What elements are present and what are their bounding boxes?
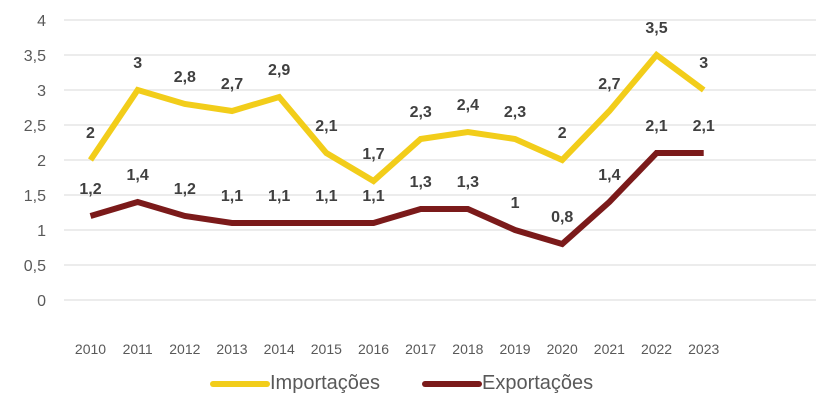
data-label: 1,1	[315, 188, 337, 205]
y-tick-label: 1	[37, 223, 46, 240]
data-label: 2,4	[457, 97, 479, 114]
y-tick-label: 4	[37, 13, 46, 30]
data-label: 3	[699, 55, 708, 72]
series-lines	[88, 50, 706, 248]
data-label: 2,1	[315, 118, 337, 135]
data-label: 2	[558, 125, 567, 142]
y-tick-label: 3	[37, 83, 46, 100]
data-label: 3	[133, 55, 142, 72]
x-tick-label: 2020	[547, 341, 578, 357]
data-label: 2,1	[693, 118, 715, 135]
data-label: 1,7	[362, 146, 384, 163]
y-tick-label: 1,5	[24, 188, 46, 205]
data-label: 2,1	[645, 118, 667, 135]
x-tick-label: 2016	[358, 341, 389, 357]
data-label: 1,3	[457, 174, 479, 191]
y-axis: 0 0,5 1 1,5 2 2,5 3 3,5 4	[24, 13, 46, 310]
data-label: 2	[86, 125, 95, 142]
legend: Importações Exportações	[0, 366, 816, 400]
data-label: 2,8	[174, 69, 196, 86]
x-tick-label: 2021	[594, 341, 625, 357]
x-tick-label: 2011	[123, 341, 153, 357]
x-tick-label: 2012	[169, 341, 200, 357]
y-tick-label: 2,5	[24, 118, 46, 135]
x-tick-label: 2010	[75, 341, 106, 357]
data-label: 1,3	[410, 174, 432, 191]
data-labels: 2 3 2,8 2,7 2,9 2,1 1,7 2,3 2,4 2,3 2 2,7 3,5 3 1,2 1,4…	[79, 20, 715, 226]
data-label: 1,1	[221, 188, 243, 205]
legend-label-importacoes: Importações	[270, 372, 381, 394]
data-label: 2,3	[410, 104, 432, 121]
legend-label-exportacoes: Exportações	[482, 372, 594, 394]
legend-item-importacoes: Importações	[210, 372, 380, 395]
data-label: 0,8	[551, 209, 573, 226]
y-tick-label: 0,5	[24, 258, 46, 275]
data-label: 2,7	[221, 76, 243, 93]
data-label: 1,2	[79, 181, 101, 198]
x-tick-label: 2018	[452, 341, 483, 357]
legend-swatch-importacoes	[210, 380, 270, 387]
legend-item-exportacoes: Exportações	[422, 372, 593, 395]
data-label: 2,3	[504, 104, 526, 121]
y-tick-label: 3,5	[24, 48, 46, 65]
y-tick-label: 2	[37, 153, 46, 170]
data-label: 2,9	[268, 62, 290, 79]
x-axis: 2010 2011 2012 2013 2014 2015 2016 2017 2018 2019…	[75, 341, 720, 357]
data-label: 1,4	[127, 167, 149, 184]
data-label: 1	[511, 195, 520, 212]
data-label: 3,5	[645, 20, 667, 37]
x-tick-label: 2014	[264, 341, 295, 357]
data-label: 1,4	[598, 167, 620, 184]
y-tick-label: 0	[37, 293, 46, 310]
legend-swatch-exportacoes	[422, 380, 482, 387]
series-line-exportacoes	[89, 150, 704, 248]
line-chart: 00,511,522,533,54 2010 2011 2012 2013 2014 20…	[24, 13, 816, 357]
x-tick-label: 2013	[216, 341, 247, 357]
x-tick-label: 2015	[311, 341, 342, 357]
data-label: 1,2	[174, 181, 196, 198]
data-label: 2,7	[598, 76, 620, 93]
series-line-importacoes	[88, 50, 706, 185]
x-tick-label: 2023	[688, 341, 719, 357]
x-tick-label: 2022	[641, 341, 672, 357]
data-label: 1,1	[362, 188, 384, 205]
x-tick-label: 2019	[499, 341, 530, 357]
gridlines	[64, 19, 816, 301]
x-tick-label: 2017	[405, 341, 436, 357]
data-label: 1,1	[268, 188, 290, 205]
